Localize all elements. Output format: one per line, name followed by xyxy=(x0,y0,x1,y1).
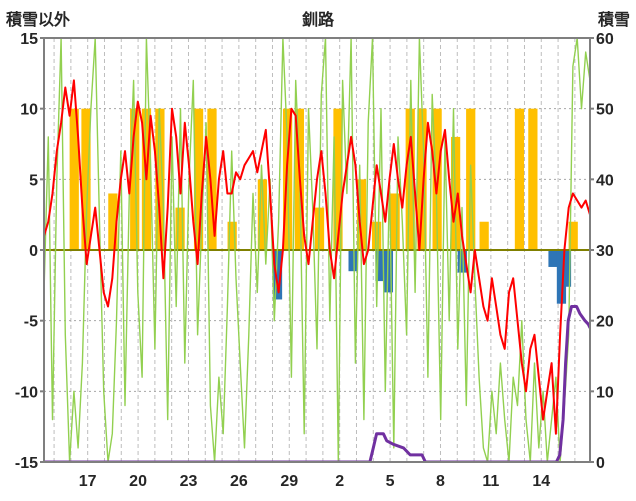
left-axis-title: 積雪以外 xyxy=(6,12,71,29)
x-tick-label: 5 xyxy=(386,473,395,490)
x-tick-label: 20 xyxy=(129,473,147,490)
series-group xyxy=(44,38,590,462)
left-tick-label: -10 xyxy=(15,384,38,401)
right-tick-label: 10 xyxy=(596,384,614,401)
left-tick-label: -15 xyxy=(15,455,38,472)
right-tick-label: 20 xyxy=(596,314,614,331)
right-tick-label: 60 xyxy=(596,31,614,48)
left-tick-label: 15 xyxy=(20,31,38,48)
left-tick-label: 10 xyxy=(20,102,38,119)
left-tick-label: 0 xyxy=(29,243,38,260)
x-tick-label: 26 xyxy=(230,473,248,490)
x-tick-label: 2 xyxy=(335,473,344,490)
snow-depth-line xyxy=(44,305,590,462)
temperature-line xyxy=(44,79,590,435)
green-line xyxy=(44,38,590,462)
x-tick-label: 14 xyxy=(532,473,550,490)
right-axis-title: 積雪 xyxy=(597,12,630,29)
x-tick-label: 29 xyxy=(280,473,298,490)
right-tick-label: 50 xyxy=(596,102,614,119)
precip-bars xyxy=(272,250,572,304)
x-tick-label: 17 xyxy=(79,473,97,490)
x-tick-label: 11 xyxy=(482,473,499,490)
left-tick-label: -5 xyxy=(24,314,38,331)
right-tick-label: 30 xyxy=(596,243,614,260)
x-tick-label: 23 xyxy=(180,473,198,490)
left-tick-label: 5 xyxy=(29,172,38,189)
x-tick-label: 8 xyxy=(436,473,445,490)
chart-title: 釧路 xyxy=(301,12,334,29)
right-tick-label: 0 xyxy=(596,455,605,472)
right-tick-label: 40 xyxy=(596,172,614,189)
